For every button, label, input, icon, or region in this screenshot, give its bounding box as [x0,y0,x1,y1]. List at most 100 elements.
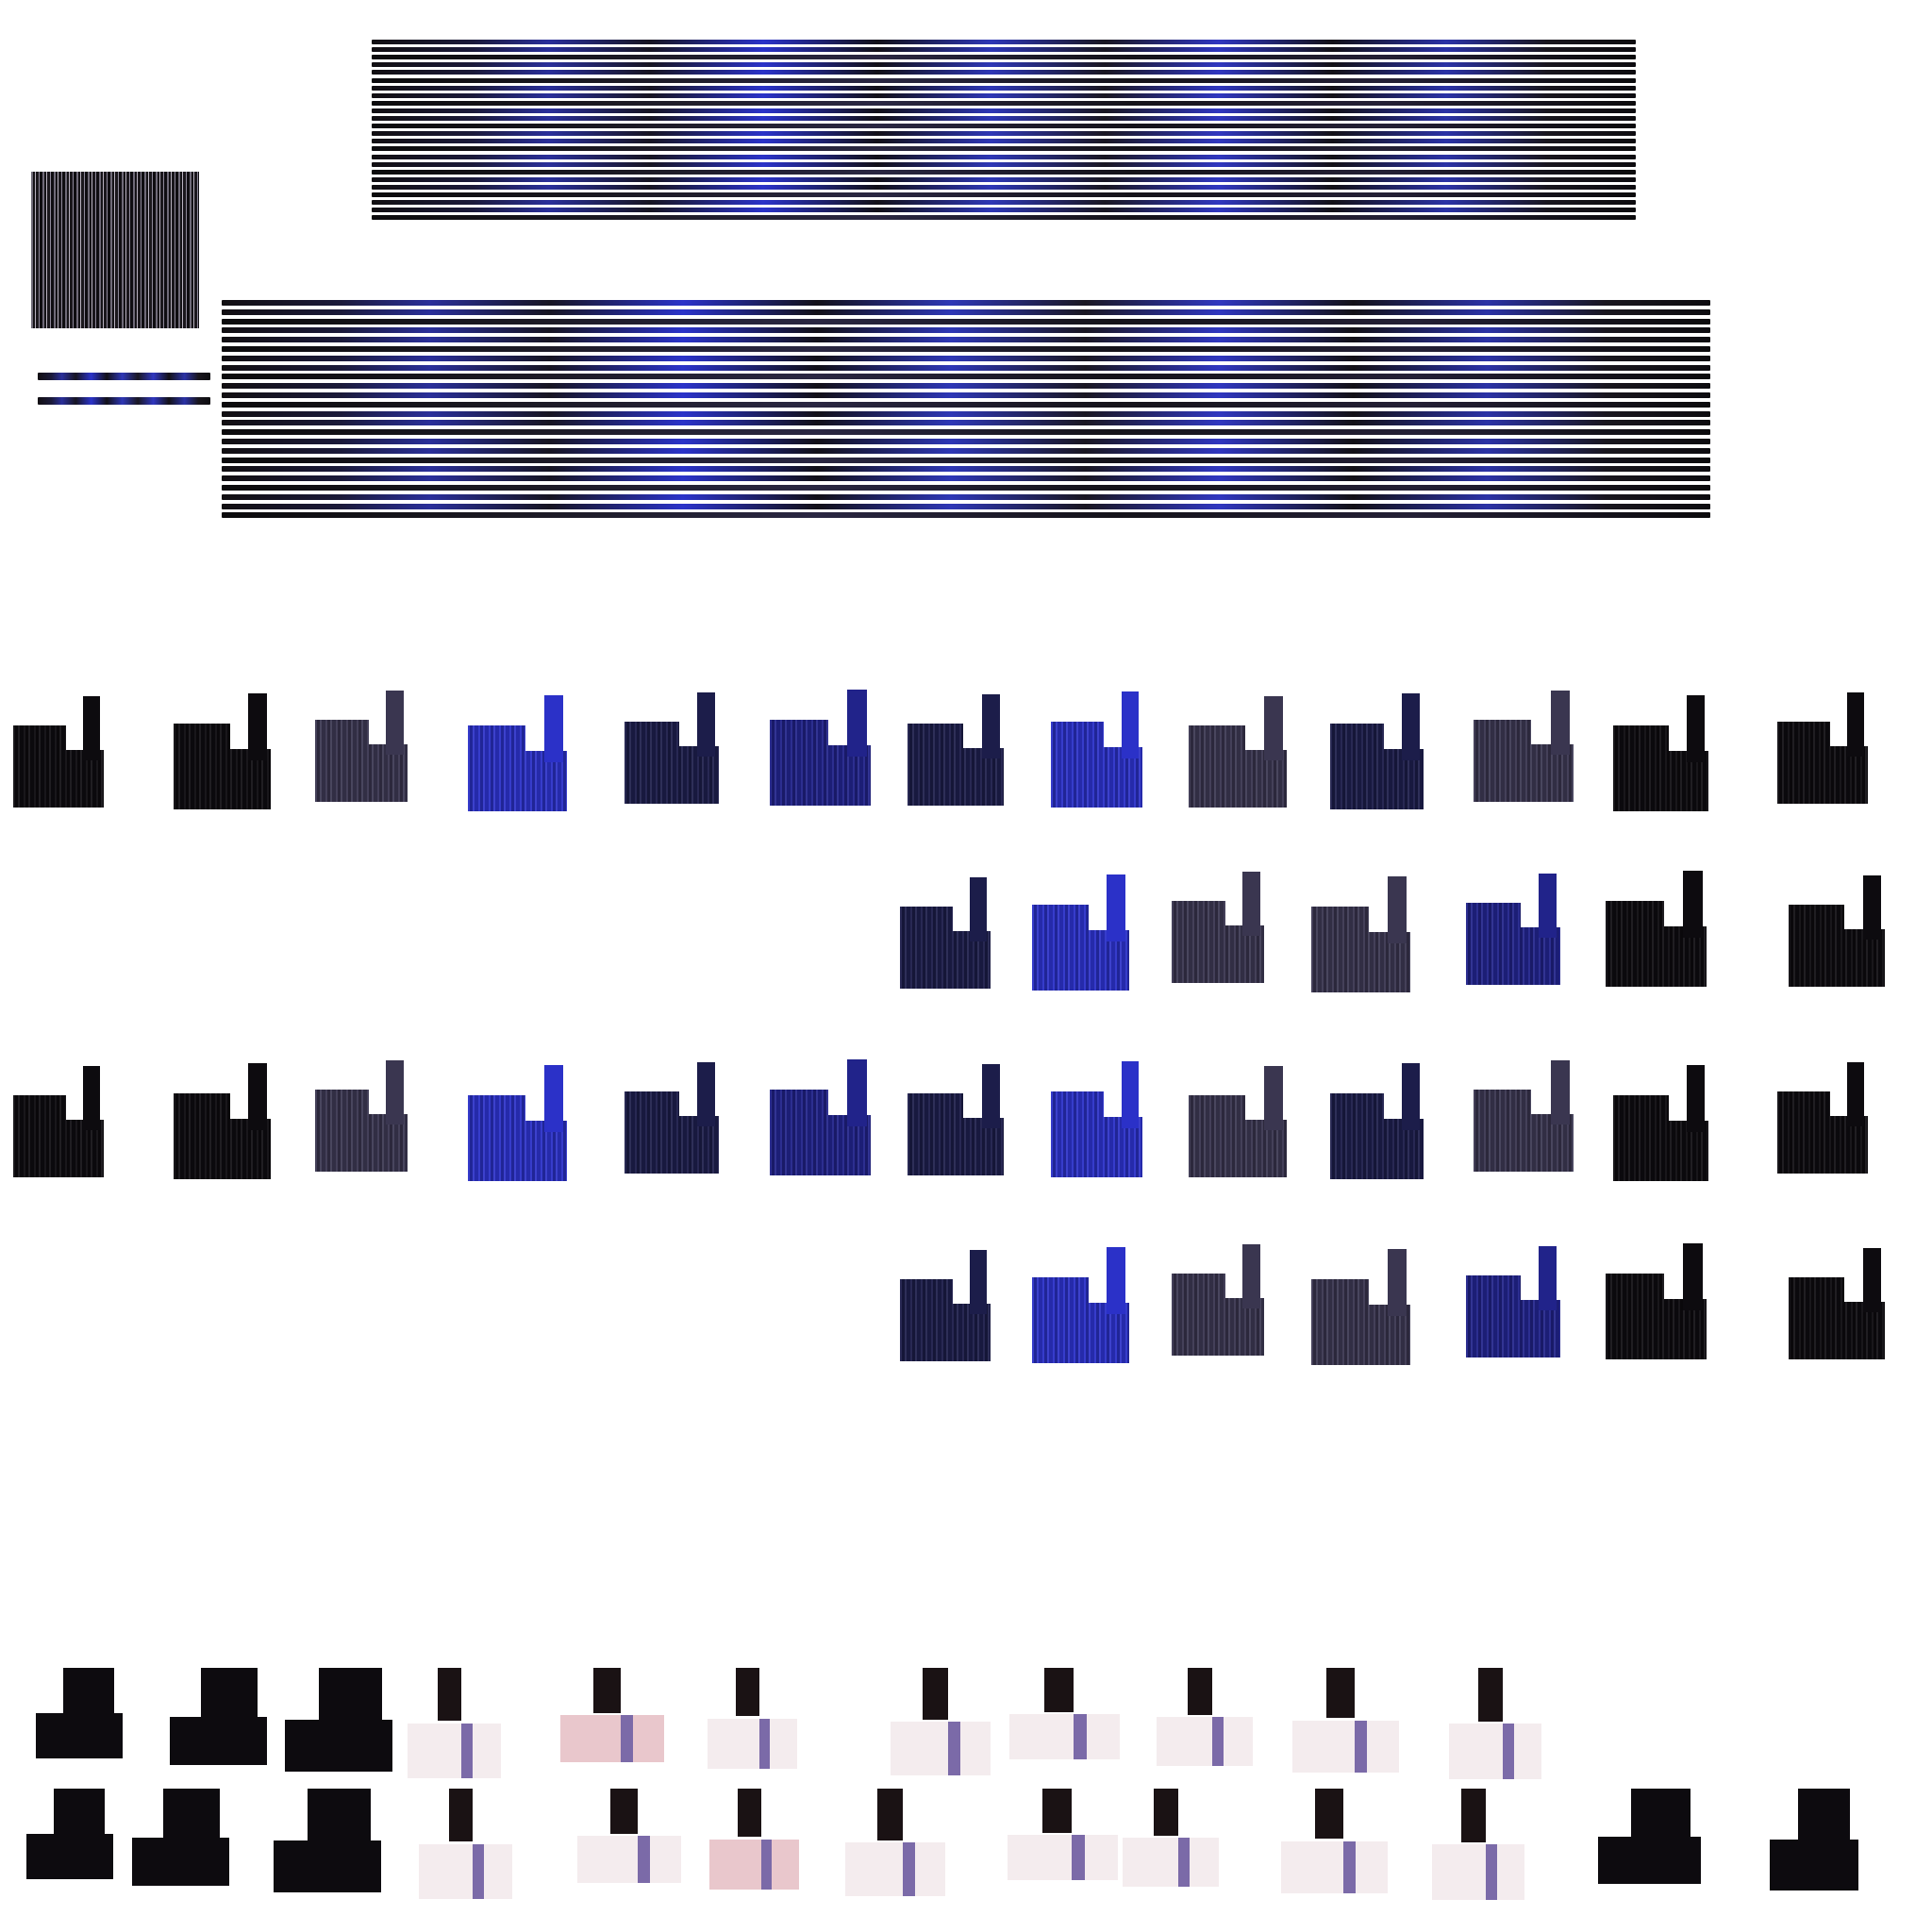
tile-sprite [1606,1243,1707,1359]
tile-sprite [908,694,1004,806]
tile-tab [1539,1246,1557,1311]
rig-sprite [408,1668,501,1778]
rig-sprite [1598,1789,1701,1884]
rig-head [319,1668,382,1726]
rig-head [1798,1789,1850,1846]
rig-sprite [1449,1668,1541,1779]
tile-tab [1550,1060,1570,1125]
tile-tab [1107,1247,1125,1315]
texture-strip [222,392,1710,398]
tile-sprite [1789,875,1885,987]
tile-sprite [1189,1066,1287,1177]
rig-base [1598,1836,1701,1884]
tile-sprite [1777,1062,1868,1174]
texture-strip [222,512,1710,519]
rig-stripe [1178,1838,1191,1887]
tile-sprite [1466,874,1560,985]
small-strip [38,397,210,405]
texture-strip [222,300,1710,306]
texture-strip [372,116,1636,121]
rig-sprite [708,1668,797,1769]
tile-sprite [770,690,871,806]
rig-base [408,1723,501,1778]
rig-sprite [577,1789,681,1883]
tile-sprite [13,1066,104,1177]
tile-body [1777,1091,1868,1174]
texture-strip [372,139,1636,144]
rig-sprite [419,1789,512,1899]
rig-sprite [560,1668,664,1762]
rig-sprite [132,1789,229,1886]
texture-strip [222,457,1710,463]
texture-strip [372,184,1636,190]
tile-tab [697,692,715,758]
rig-head [736,1668,760,1717]
texture-strip [222,318,1710,325]
rig-base [845,1842,945,1896]
rig-sprite [1432,1789,1524,1900]
tile-tab [981,694,1000,759]
texture-strip [222,364,1710,371]
texture-strip [372,200,1636,206]
rig-sprite [1292,1668,1399,1773]
texture-strip [222,308,1710,315]
tile-tab [1387,876,1407,944]
rig-base [1449,1724,1541,1779]
tile-sprite [1789,1248,1885,1359]
rig-stripe [1212,1717,1224,1766]
tile-tab [1402,693,1421,761]
texture-strip [372,176,1636,182]
tile-tab [543,695,563,763]
tile-sprite [770,1059,871,1175]
texture-strip [222,346,1710,352]
tile-tab [1550,691,1570,756]
rig-base [36,1713,123,1758]
rig-sprite [36,1668,123,1758]
rig-sprite [1770,1789,1858,1890]
rig-sprite [285,1668,392,1772]
tile-tab [847,690,867,758]
rig-base [1123,1838,1219,1887]
rig-head [593,1668,621,1713]
rig-head [1478,1668,1503,1722]
rig-head [1315,1789,1343,1840]
tile-sprite [625,1062,719,1174]
tile-body [625,1091,719,1174]
rig-stripe [1485,1844,1497,1900]
tile-tab [1686,695,1705,763]
rig-head [437,1668,462,1722]
tile-sprite [1189,696,1287,808]
tile-sprite [1330,693,1424,809]
tile-sprite [1051,1061,1142,1177]
tile-tab [1683,871,1703,939]
rig-stripe [948,1722,961,1775]
texture-strip [222,447,1710,454]
rig-head [1042,1789,1072,1833]
rig-sprite [709,1789,799,1890]
tile-tab [248,693,267,761]
tile-sprite [1474,691,1574,802]
tile-sprite [1606,871,1707,987]
rig-head [1461,1789,1486,1842]
texture-strip [372,100,1636,106]
texture-strip [222,466,1710,473]
rig-sprite [845,1789,945,1896]
tile-tab [1242,1244,1261,1309]
tile-tab [1862,875,1881,941]
texture-strip [222,420,1710,426]
texture-strip [372,55,1636,60]
rig-base [577,1836,681,1883]
rig-stripe [1071,1834,1085,1880]
rig-stripe [761,1839,773,1890]
tile-sprite [1032,874,1129,991]
tile-tab [1686,1065,1705,1133]
tile-tab [1846,1062,1865,1127]
texture-strip [222,337,1710,343]
texture-strip [222,475,1710,482]
texture-strip [372,154,1636,159]
tile-sprite [1466,1246,1560,1357]
tile-tab [1402,1063,1421,1131]
tile-sprite [1330,1063,1424,1179]
tile-tab [1242,872,1261,937]
tile-sprite [900,877,991,989]
